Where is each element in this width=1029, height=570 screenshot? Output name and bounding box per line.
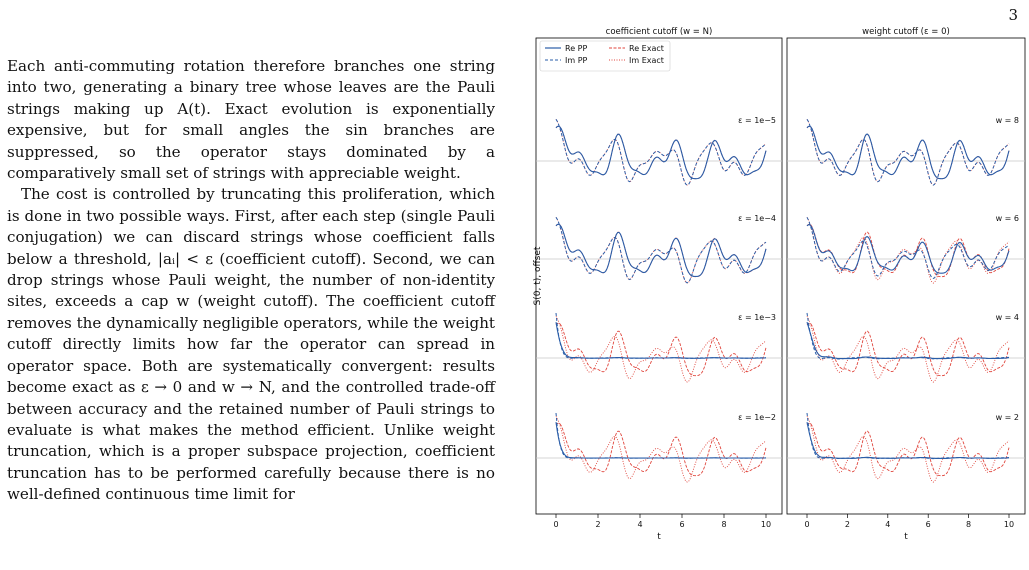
im-pp-line	[806, 119, 1010, 186]
re-exact-line	[806, 422, 1010, 477]
x-tick-label: 6	[679, 520, 684, 529]
x-tick-label: 8	[966, 520, 971, 529]
legend-label: Re Exact	[629, 44, 664, 53]
legend-box	[539, 40, 671, 72]
x-tick-label: 2	[845, 520, 850, 529]
legend-label: Im PP	[565, 56, 588, 65]
row-label: ε = 1e−5	[738, 116, 776, 125]
x-axis-label: t	[904, 532, 908, 542]
im-pp-line	[806, 312, 1009, 360]
im-pp-line	[806, 412, 1009, 460]
re-exact-line	[806, 125, 1010, 180]
legend-label: Re PP	[565, 44, 587, 53]
row-label: ε = 1e−4	[738, 214, 776, 223]
x-tick-label: 0	[804, 520, 809, 529]
x-tick-label: 4	[637, 520, 642, 529]
x-axis-label: t	[657, 532, 661, 542]
x-tick-label: 6	[926, 520, 931, 529]
row-label: w = 4	[996, 313, 1019, 322]
paragraph: Each anti-commuting rotation therefore b…	[7, 57, 495, 183]
row-label: w = 2	[996, 413, 1019, 422]
panel-title: weight cutoff (ε = 0)	[862, 27, 950, 37]
re-exact-line	[806, 322, 1010, 377]
re-pp-line	[555, 125, 767, 180]
re-pp-line	[555, 223, 767, 277]
x-tick-label: 10	[1004, 520, 1014, 529]
row-label: w = 8	[996, 116, 1019, 125]
legend-label: Im Exact	[629, 56, 664, 65]
im-exact-line	[806, 316, 1010, 383]
re-pp-line	[806, 321, 1010, 360]
x-tick-label: 8	[721, 520, 726, 529]
x-tick-label: 10	[761, 520, 771, 529]
im-exact-line	[806, 416, 1010, 483]
row-label: ε = 1e−2	[738, 413, 776, 422]
im-pp-line	[555, 312, 766, 359]
panel-frame	[535, 37, 783, 515]
im-exact-line	[806, 217, 1010, 284]
im-exact-line	[555, 316, 767, 383]
panel-title: coefficient cutoff (w = N)	[606, 27, 713, 37]
re-pp-line	[806, 224, 1010, 274]
figure-plot: coefficient cutoff (w = N) 0 2 4 6 8 10 t ε = 1e…	[533, 27, 1026, 542]
x-tick-label: 2	[595, 520, 600, 529]
re-pp-line	[806, 125, 1010, 180]
im-pp-line	[555, 412, 766, 459]
re-exact-line	[555, 223, 767, 278]
x-tick-label: 0	[553, 520, 558, 529]
body-text: Each anti-commuting rotation therefore b…	[7, 56, 495, 506]
re-pp-line	[555, 422, 767, 459]
re-exact-line	[806, 223, 1010, 278]
figure: coefficient cutoff (w = N) 0 2 4 6 8 10 t ε = 1e…	[528, 22, 1029, 570]
paragraph: The cost is controlled by truncating thi…	[7, 185, 495, 504]
page-number: 3	[1008, 6, 1018, 24]
im-exact-line	[555, 416, 767, 483]
im-pp-line	[806, 217, 1010, 279]
y-axis-label: S(0, t), offset	[533, 246, 543, 305]
im-pp-line	[555, 119, 767, 186]
im-exact-line	[555, 119, 767, 186]
im-exact-line	[806, 119, 1010, 186]
re-exact-line	[555, 422, 767, 477]
re-pp-line	[806, 421, 1010, 459]
re-pp-line	[555, 322, 767, 359]
row-label: w = 6	[996, 214, 1019, 223]
im-exact-line	[555, 217, 767, 284]
panel-frame	[786, 37, 1026, 515]
x-tick-label: 4	[885, 520, 890, 529]
re-exact-line	[555, 125, 767, 180]
im-pp-line	[555, 217, 767, 284]
re-exact-line	[555, 322, 767, 377]
row-label: ε = 1e−3	[738, 313, 776, 322]
